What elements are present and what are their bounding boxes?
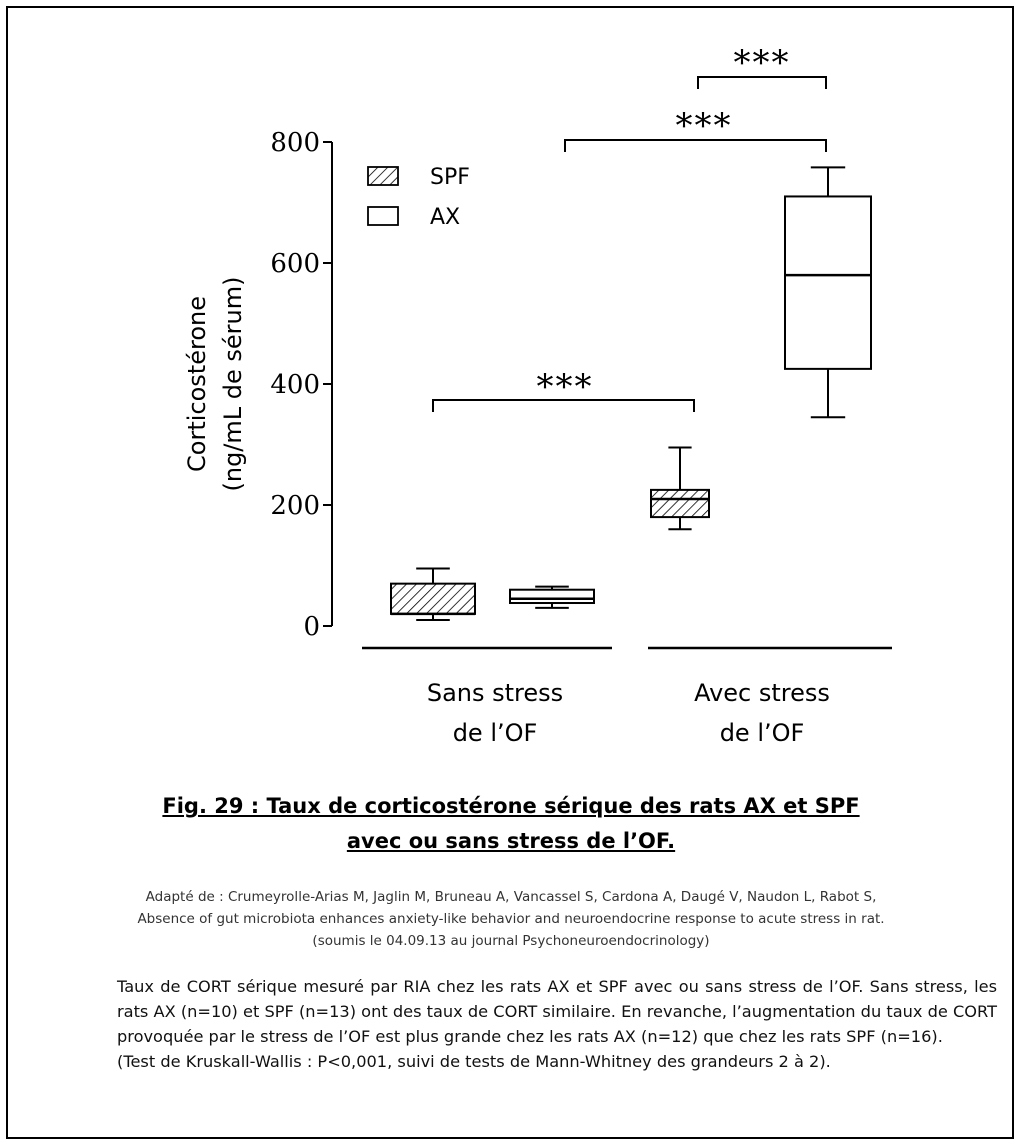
source-line3: (soumis le 04.09.13 au journal Psychoneu… — [312, 933, 710, 949]
box-plot-chart: 0 200 400 600 800 Corticostérone (ng/mL de sér… — [183, 43, 892, 747]
figure-description: Taux de CORT sérique mesuré par RIA chez… — [117, 974, 997, 1074]
significance-bracket-2 — [564, 139, 827, 152]
x-group-label-2-line2: de l’OF — [720, 719, 805, 747]
significance-label-3: *** — [734, 43, 791, 83]
x-group-label-1-line1: Sans stress — [427, 679, 563, 707]
figure-caption-line2: avec ou sans stress de l’OF. — [346, 829, 676, 853]
y-tick-label-800: 800 — [270, 128, 320, 158]
box-ax-group2 — [784, 195, 872, 370]
legend-label-spf: SPF — [430, 165, 470, 190]
significance-bracket-1 — [432, 399, 695, 412]
legend-label-ax: AX — [430, 205, 460, 230]
significance-label-1: *** — [537, 367, 594, 407]
y-tick-label-0: 0 — [303, 612, 320, 642]
box-spf-group1 — [390, 582, 476, 615]
significance-label-2: *** — [676, 106, 733, 146]
source-line2: Absence of gut microbiota enhances anxie… — [137, 911, 885, 927]
significance-bracket-3 — [697, 76, 827, 89]
legend-swatch-spf — [367, 166, 399, 186]
source-line1: Adapté de : Crumeyrolle-Arias M, Jaglin … — [145, 889, 877, 905]
y-axis-title-line1: Corticostérone — [183, 296, 211, 472]
y-tick-label-200: 200 — [270, 491, 320, 521]
x-group-label-2-line1: Avec stress — [694, 679, 830, 707]
box-spf-group2 — [650, 488, 710, 519]
y-tick-label-400: 400 — [270, 370, 320, 400]
description-paragraph: Taux de CORT sérique mesuré par RIA chez… — [117, 977, 997, 1046]
legend-swatch-ax — [367, 206, 399, 226]
figure-caption-line1: Fig. 29 : Taux de corticostérone sérique… — [162, 794, 860, 818]
y-tick-label-600: 600 — [270, 249, 320, 279]
y-axis-title-line2: (ng/mL de sérum) — [219, 277, 247, 492]
box-ax-group1 — [509, 588, 595, 605]
description-test: (Test de Kruskall-Wallis : P<0,001, suiv… — [117, 1052, 831, 1071]
x-group-label-1-line2: de l’OF — [453, 719, 538, 747]
figure-frame — [6, 6, 1014, 1139]
